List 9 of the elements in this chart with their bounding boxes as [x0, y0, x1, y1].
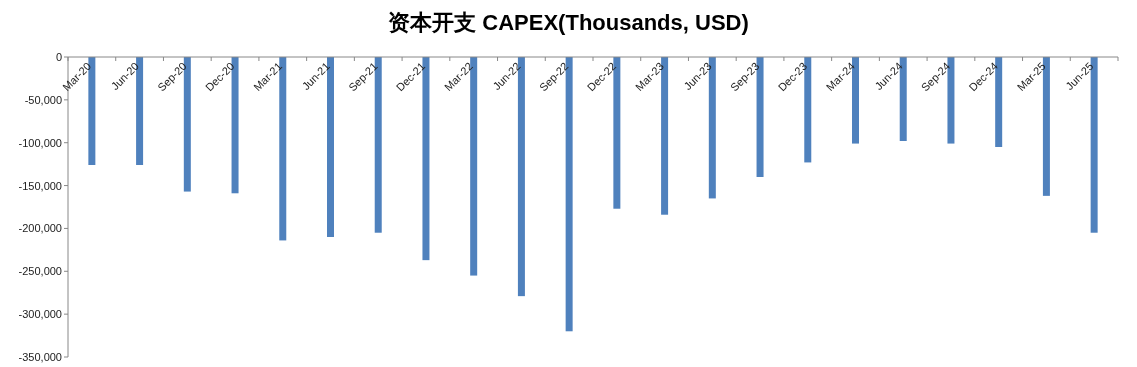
y-tick-label: -200,000: [18, 222, 62, 235]
y-tick-label: -350,000: [18, 351, 62, 363]
chart-title: 资本开支 CAPEX(Thousands, USD): [388, 10, 749, 35]
y-tick-label: -250,000: [18, 265, 62, 278]
y-tick-label: 0: [55, 51, 62, 63]
y-tick-label: -150,000: [18, 179, 62, 192]
y-tick-label: -50,000: [24, 93, 62, 106]
y-tick-label: -300,000: [18, 308, 62, 321]
y-tick-label: -100,000: [18, 136, 62, 149]
